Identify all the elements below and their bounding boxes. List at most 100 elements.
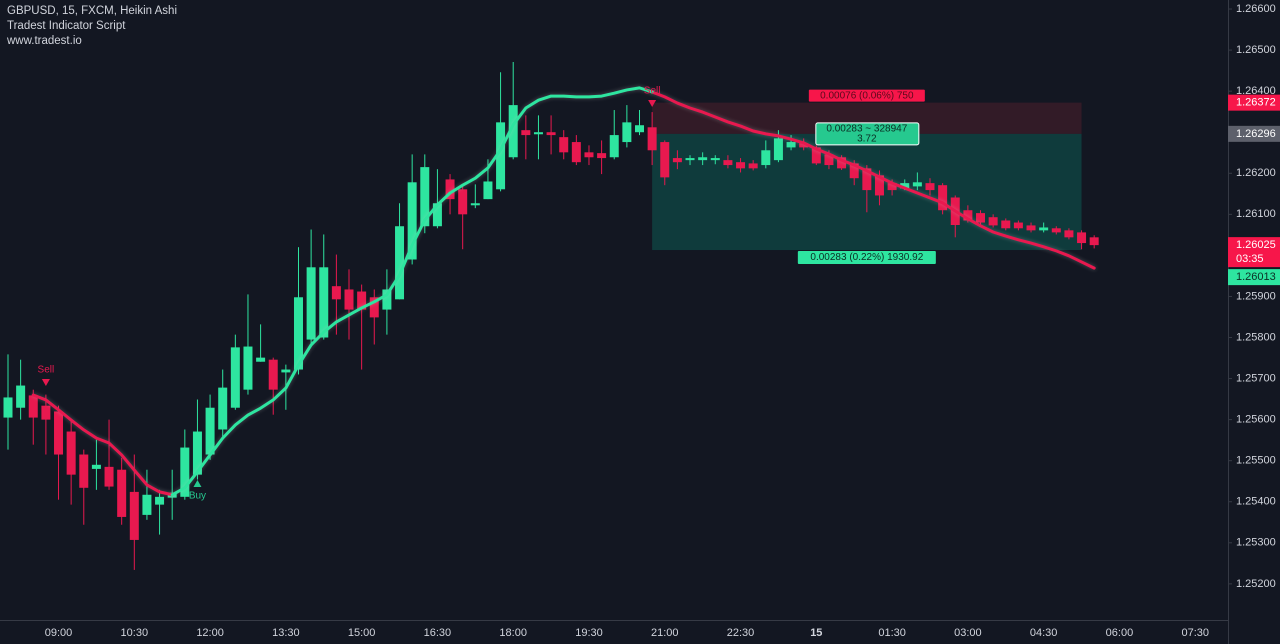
- candle-body-down: [597, 153, 607, 159]
- price-marker-label: 1.26296: [1236, 128, 1276, 140]
- indicator-line: [170, 86, 654, 497]
- candle-body-down: [369, 297, 379, 318]
- candle-body-down: [925, 183, 935, 191]
- candle-body-down: [268, 359, 278, 390]
- x-tick-label: 03:00: [954, 627, 982, 639]
- y-tick-label: 1.25700: [1236, 372, 1276, 384]
- candle-body-up: [420, 167, 430, 227]
- candle-body-down: [862, 168, 872, 191]
- candle-body-down: [344, 289, 354, 310]
- y-tick-label: 1.25500: [1236, 455, 1276, 467]
- entry-label-box: [815, 122, 920, 146]
- candle-body-down: [736, 162, 746, 169]
- y-tick-label: 1.25800: [1236, 331, 1276, 343]
- candle-body-down: [938, 185, 948, 211]
- candle-body-down: [66, 431, 76, 475]
- candle-body-down: [117, 469, 127, 517]
- candle-body-down: [54, 411, 64, 455]
- chart-source: www.tradest.io: [6, 35, 82, 47]
- candle-body-down: [79, 454, 89, 488]
- last-price-label: 1.26025: [1236, 239, 1276, 251]
- x-tick-label: 22:30: [727, 627, 755, 639]
- candle-body-down: [41, 405, 51, 420]
- candle-body-down: [660, 142, 670, 178]
- signal-arrow: [193, 480, 202, 487]
- countdown-label: 03:35: [1236, 253, 1264, 265]
- candle-body-up: [761, 150, 771, 166]
- candle-body-up: [142, 494, 152, 515]
- candle-body-up: [912, 182, 922, 187]
- candle-body-up: [306, 267, 316, 340]
- candle-body-down: [331, 286, 341, 300]
- y-tick-label: 1.25300: [1236, 537, 1276, 549]
- candle-body-up: [243, 346, 253, 390]
- candle-body-down: [723, 160, 733, 166]
- candle-body-down: [874, 175, 884, 196]
- candle-body-up: [256, 357, 266, 362]
- candle-body-down: [1077, 232, 1087, 244]
- x-tick-label: 13:30: [272, 627, 300, 639]
- x-tick-label: 07:30: [1181, 627, 1209, 639]
- candle-body-down: [1001, 220, 1011, 229]
- candle-body-up: [407, 182, 417, 260]
- x-tick-label: 19:30: [575, 627, 603, 639]
- candle-body-up: [635, 125, 644, 133]
- candle-body-down: [976, 213, 986, 223]
- y-tick-label: 1.26500: [1236, 44, 1276, 56]
- chart-title: GBPUSD, 15, FXCM, Heikin Ashi: [7, 5, 177, 17]
- candle-body-up: [382, 289, 392, 310]
- candle-body-up: [470, 203, 480, 206]
- y-tick-label: 1.25200: [1236, 578, 1276, 590]
- candle-body-up: [622, 122, 632, 143]
- y-tick-label: 1.26600: [1236, 3, 1276, 15]
- candle-body-up: [685, 158, 695, 161]
- candle-body-up: [483, 181, 493, 200]
- candle-body-up: [180, 447, 190, 497]
- y-tick-label: 1.25900: [1236, 290, 1276, 302]
- x-tick-label: 01:30: [878, 627, 906, 639]
- candle-body-up: [395, 226, 405, 300]
- y-tick-label: 1.26200: [1236, 167, 1276, 179]
- candle-body-down: [559, 137, 569, 153]
- entry-label: 3.72: [857, 133, 877, 144]
- candle-body-down: [521, 130, 531, 136]
- candle-body-up: [900, 183, 910, 189]
- candle-body-up: [432, 203, 442, 227]
- candle-body-down: [849, 163, 859, 179]
- candle-body-down: [357, 291, 367, 310]
- x-tick-label: 06:00: [1106, 627, 1134, 639]
- candle-body-down: [445, 179, 455, 200]
- candle-body-down: [748, 163, 758, 169]
- candle-body-up: [508, 105, 518, 158]
- candle-body-up: [319, 267, 329, 338]
- price-marker-label: 1.26013: [1236, 271, 1276, 283]
- candle-body-up: [698, 157, 708, 161]
- candle-body-up: [293, 297, 303, 370]
- candle-body-up: [786, 142, 796, 148]
- x-tick-label: 16:30: [424, 627, 452, 639]
- candle-body-down: [988, 217, 998, 226]
- x-tick-label: 10:30: [121, 627, 149, 639]
- candle-body-up: [218, 387, 228, 430]
- candle-body-up: [16, 385, 26, 408]
- x-tick-label: 12:00: [196, 627, 224, 639]
- candle-body-up: [91, 464, 101, 469]
- candle-body-up: [710, 158, 720, 161]
- candle-body-down: [546, 132, 556, 136]
- x-tick-label: 09:00: [45, 627, 73, 639]
- candle-body-up: [1039, 227, 1049, 231]
- target-label-box: [797, 251, 936, 265]
- candle-body-down: [458, 189, 468, 215]
- signal-arrow: [41, 379, 50, 386]
- candle-body-down: [28, 395, 38, 418]
- x-tick-label: 18:00: [499, 627, 527, 639]
- candle-body-down: [963, 210, 973, 221]
- candle-body-up: [609, 135, 619, 158]
- candle-body-up: [281, 369, 291, 373]
- candle-body-down: [129, 491, 139, 540]
- x-tick-label: 15: [810, 627, 822, 639]
- candle-body-down: [571, 142, 581, 163]
